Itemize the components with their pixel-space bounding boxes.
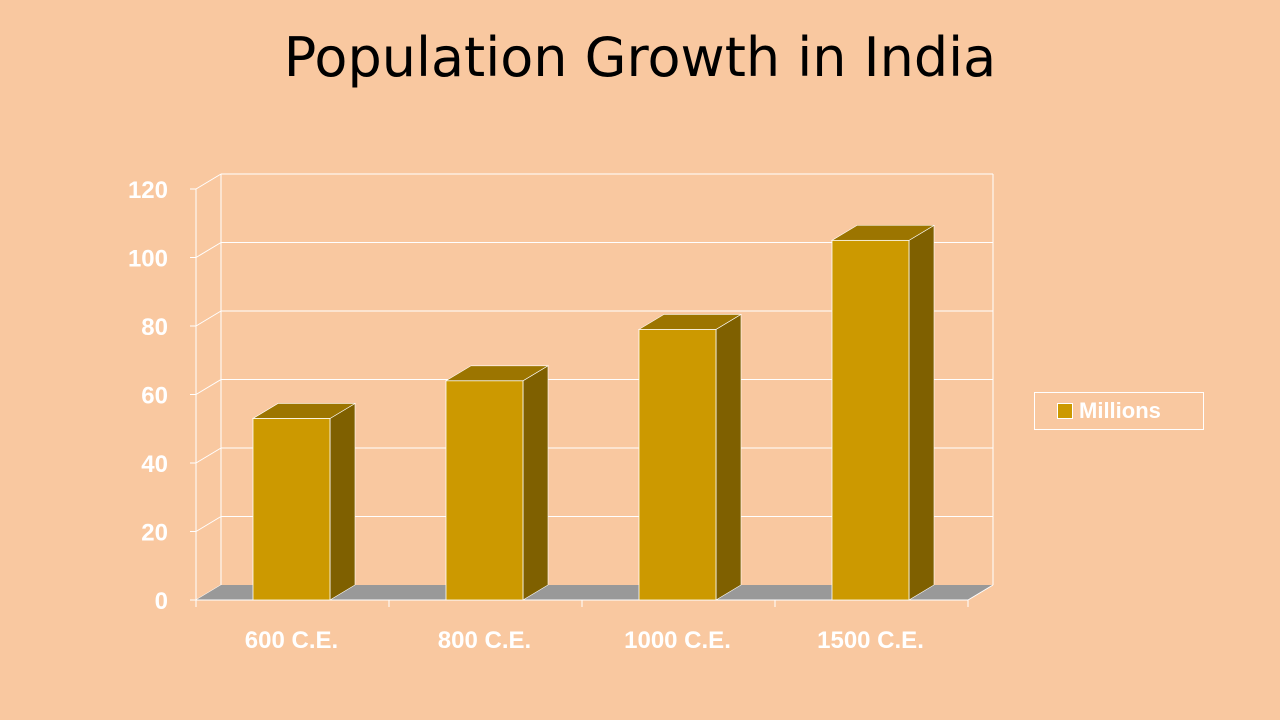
bar-side-face (329, 402, 356, 601)
y-tick-label: 20 (141, 520, 168, 547)
floor-right-edge (967, 584, 994, 601)
gridline-side (195, 379, 222, 395)
chart-floor-plane (196, 585, 993, 600)
x-axis-ticks: 600 C.E. 800 C.E. 1000 C.E. 1500 C.E. (245, 627, 924, 654)
legend-label: Millions (1079, 398, 1161, 423)
x-tick-label: 800 C.E. (438, 627, 531, 654)
chart-legend: Millions (1034, 392, 1204, 430)
bar-side-face (908, 224, 935, 601)
y-tick-label: 100 (128, 246, 168, 273)
bar-800-c-e (444, 365, 550, 601)
bar-front-face (445, 380, 524, 601)
x-tick-label: 600 C.E. (245, 627, 338, 654)
bar-front-face (638, 329, 717, 601)
y-axis-ticks: 0 20 40 60 80 100 120 (128, 177, 168, 615)
legend-swatch (1057, 403, 1073, 419)
gridline-side (195, 310, 222, 327)
bar-1000-c-e (637, 313, 743, 601)
y-tick-label: 0 (155, 588, 168, 615)
x-tick-label: 1500 C.E. (817, 627, 924, 654)
bar-front-face (252, 418, 331, 601)
slide-title: Population Growth in India (283, 26, 997, 89)
y-tick-label: 80 (141, 314, 168, 341)
gridline-side (195, 242, 222, 258)
gridline-side (195, 516, 222, 532)
bar-front-face (831, 239, 910, 601)
gridline-side (195, 173, 222, 190)
bar-side-face (715, 313, 742, 601)
bar-600-c-e (251, 402, 357, 601)
bar-side-face (522, 365, 549, 601)
y-tick-label: 40 (141, 451, 168, 478)
y-tick-label: 60 (141, 383, 168, 410)
gridline-side (195, 447, 222, 464)
y-tick-label: 120 (128, 177, 168, 204)
x-tick-label: 1000 C.E. (624, 627, 731, 654)
chart-bars (251, 224, 936, 601)
bar-1500-c-e (830, 224, 936, 601)
